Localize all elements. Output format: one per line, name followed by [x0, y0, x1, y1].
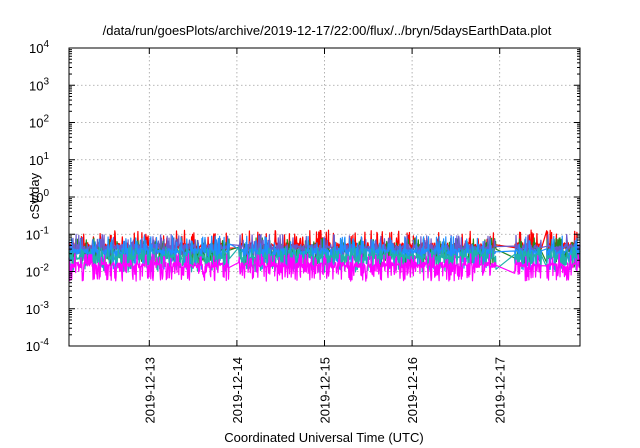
x-tick-label: 2019-12-13	[142, 357, 157, 424]
series-line	[68, 246, 581, 273]
y-tick-label: 100	[29, 188, 49, 205]
y-tick-label: 101	[29, 151, 49, 168]
x-tick-label: 2019-12-15	[318, 357, 333, 424]
y-tick-label: 10-3	[26, 300, 50, 317]
series-line	[68, 253, 581, 282]
x-tick-label: 2019-12-16	[405, 357, 420, 424]
y-tick-label: 10-2	[26, 263, 50, 280]
y-axis-label: cSv/day	[27, 172, 42, 219]
x-tick-label: 2019-12-17	[493, 357, 508, 424]
y-tick-label: 103	[29, 76, 49, 93]
x-axis-label: Coordinated Universal Time (UTC)	[224, 430, 423, 445]
grid	[69, 48, 580, 346]
y-tick-label: 102	[29, 114, 49, 131]
chart-title: /data/run/goesPlots/archive/2019-12-17/2…	[103, 23, 552, 38]
series-lines	[68, 229, 581, 282]
y-tick-label: 104	[29, 39, 49, 56]
y-tick-label: 10-1	[26, 225, 50, 242]
y-tick-label: 10-4	[26, 337, 50, 354]
x-tick-label: 2019-12-14	[230, 357, 245, 424]
axes: 10-4 10-3 10-2 10-1 100 101 102 103 104 2019-12-1…	[26, 39, 580, 424]
